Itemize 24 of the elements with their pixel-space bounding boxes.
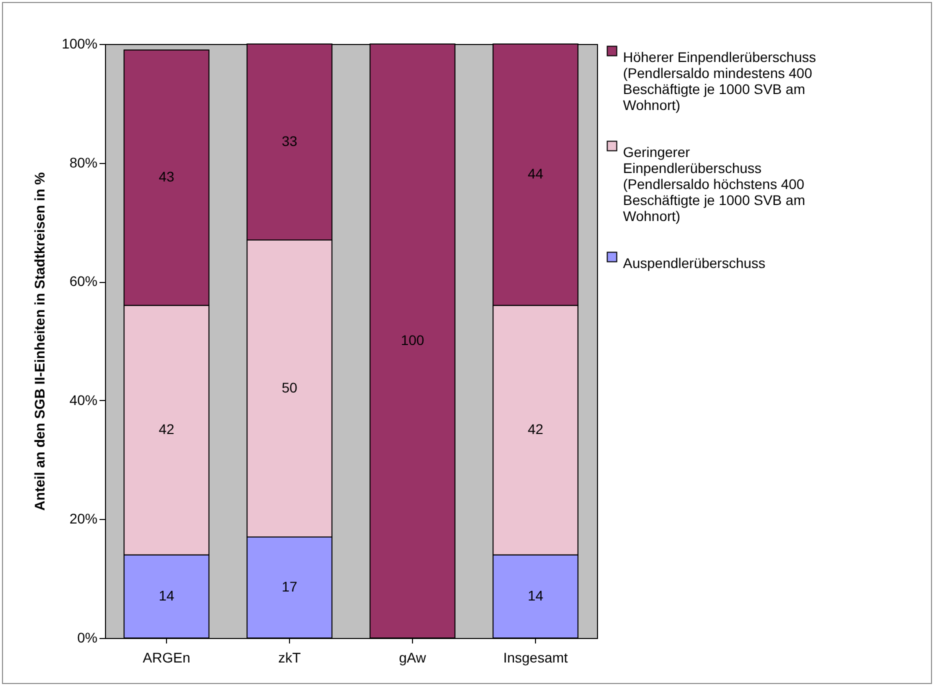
y-tick-label: 60%: [69, 273, 98, 290]
data-label: 17: [282, 578, 298, 595]
data-label: 14: [158, 587, 174, 604]
data-label: 33: [282, 133, 298, 150]
data-label: 14: [528, 587, 544, 604]
data-label: 44: [528, 166, 544, 182]
data-label: 43: [158, 168, 174, 185]
y-tick-label: 0%: [77, 630, 98, 646]
legend-label: Geringerer Einpendlerüberschuss (Pendlersaldo höchstens 400 Beschäftigte je 1000 SVB am Wohnort): [623, 144, 806, 224]
data-label: 42: [158, 421, 174, 438]
y-tick-label: 80%: [69, 154, 98, 170]
y-tick-label: 100%: [62, 36, 98, 52]
x-tick-label: ARGEn: [142, 650, 190, 666]
y-tick-label: 20%: [69, 510, 98, 527]
legend-label: Auspendlerüberschuss: [623, 255, 766, 271]
x-tick-label: zkT: [278, 650, 302, 666]
legend-label: Höherer Einpendlerüberschuss (Pendlersaldo mindestens 400 Beschäftigte je 1000 SVB am Wohnort): [623, 49, 816, 113]
x-tick-label: gAw: [399, 650, 427, 666]
x-tick-label: Insgesamt: [503, 650, 568, 666]
data-label: 100: [400, 332, 424, 348]
y-axis-title: Anteil an den SGB II-Einheiten in Stadtkreisen in %: [32, 172, 48, 511]
data-label: 50: [282, 380, 298, 396]
y-tick-label: 40%: [69, 392, 98, 408]
data-label: 42: [528, 421, 544, 438]
